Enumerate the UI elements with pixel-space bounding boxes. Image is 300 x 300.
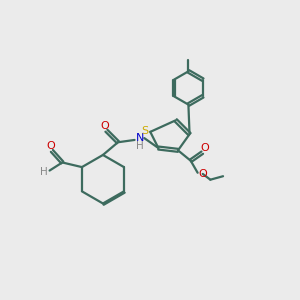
Text: N: N <box>136 133 144 143</box>
Text: H: H <box>40 167 48 177</box>
Text: H: H <box>136 141 143 152</box>
Text: O: O <box>101 121 110 130</box>
Text: O: O <box>200 143 209 154</box>
Text: O: O <box>198 169 207 179</box>
Text: S: S <box>142 126 149 136</box>
Text: O: O <box>47 141 56 151</box>
